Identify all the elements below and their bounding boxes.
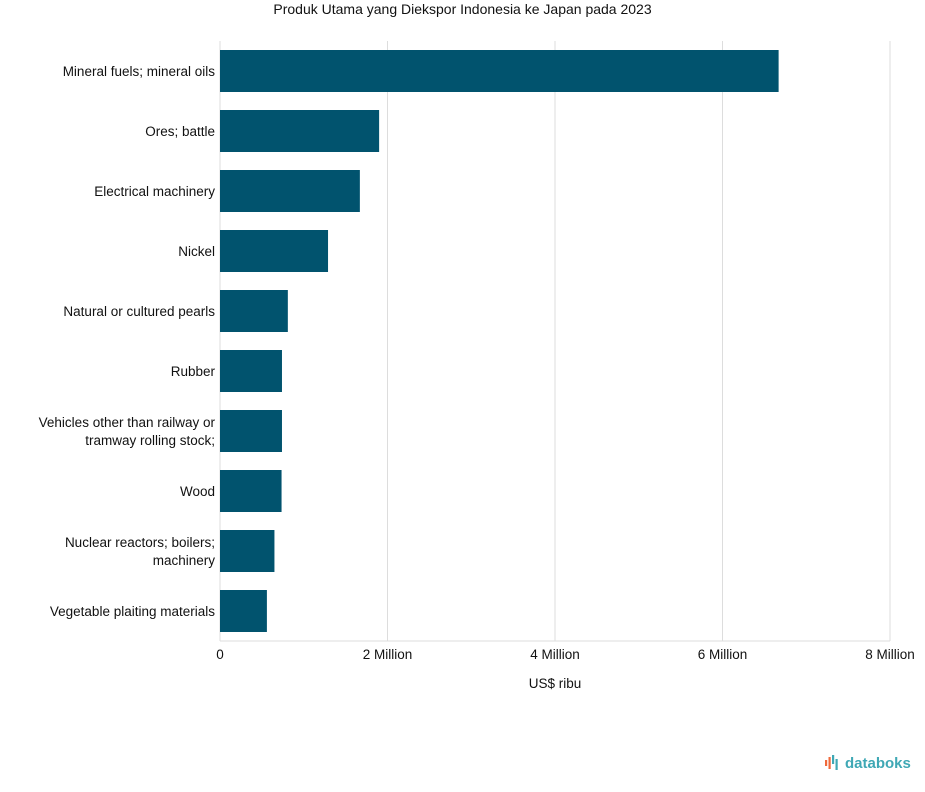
brand-name: databoks bbox=[845, 754, 911, 772]
x-tick-label: 0 bbox=[216, 647, 224, 662]
category-label: Mineral fuels; mineral oils bbox=[63, 64, 216, 79]
category-label: Vegetable plaiting materials bbox=[50, 604, 215, 619]
category-label: Natural or cultured pearls bbox=[63, 304, 215, 319]
bar[interactable] bbox=[220, 350, 282, 392]
bar[interactable] bbox=[220, 230, 329, 272]
category-label: Nuclear reactors; boilers; machinery bbox=[65, 535, 215, 568]
category-label: Vehicles other than railway or tramway ro… bbox=[39, 415, 216, 448]
x-tick-label: 4 Million bbox=[530, 647, 580, 662]
bar[interactable] bbox=[220, 470, 282, 512]
category-label: Rubber bbox=[171, 364, 216, 379]
x-tick-label: 8 Million bbox=[865, 647, 915, 662]
category-label: Electrical machinery bbox=[94, 184, 215, 199]
databoks-brand: databoks bbox=[824, 754, 911, 772]
chart-title: Produk Utama yang Diekspor Indonesia ke … bbox=[273, 1, 652, 17]
bar[interactable] bbox=[220, 410, 282, 452]
category-label: Wood bbox=[180, 484, 215, 499]
databoks-logo-icon bbox=[825, 755, 838, 770]
category-label: Nickel bbox=[178, 244, 215, 259]
bar[interactable] bbox=[220, 50, 779, 92]
x-tick-label: 2 Million bbox=[363, 647, 413, 662]
category-label: Ores; battle bbox=[145, 124, 215, 139]
x-axis-title: US$ ribu bbox=[529, 676, 582, 691]
bar[interactable] bbox=[220, 290, 288, 332]
x-tick-label: 6 Million bbox=[698, 647, 748, 662]
bars bbox=[220, 50, 779, 632]
bar[interactable] bbox=[220, 170, 360, 212]
bar[interactable] bbox=[220, 110, 380, 152]
bar[interactable] bbox=[220, 530, 275, 572]
bar[interactable] bbox=[220, 590, 267, 632]
x-tick-labels: 0 2 Million 4 Million 6 Million 8 Million bbox=[216, 647, 915, 662]
category-labels: Mineral fuels; mineral oils Ores; battle E… bbox=[39, 64, 216, 619]
